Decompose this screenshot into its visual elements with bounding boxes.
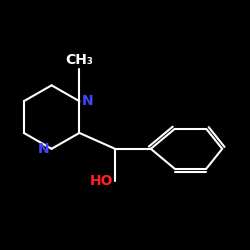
Text: N: N (81, 94, 93, 108)
Text: N: N (38, 142, 50, 156)
Text: HO: HO (90, 174, 113, 188)
Text: CH₃: CH₃ (66, 54, 93, 68)
